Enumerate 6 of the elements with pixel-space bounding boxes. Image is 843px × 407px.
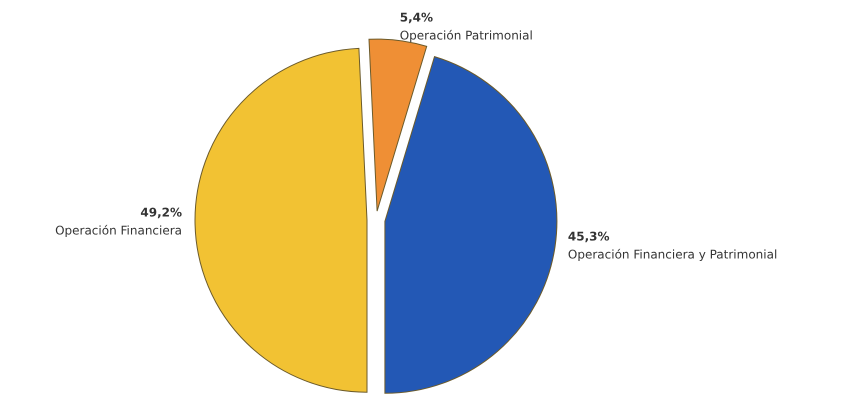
data-label: 5,4% xyxy=(400,10,434,24)
data-label: 45,3% xyxy=(568,229,610,244)
data-label: 49,2% xyxy=(140,206,182,220)
slice-label: Operación Patrimonial xyxy=(400,28,533,42)
slice-label: Operación Financiera xyxy=(55,224,182,238)
slice-label: Operación Financiera y Patrimonial xyxy=(568,247,778,262)
